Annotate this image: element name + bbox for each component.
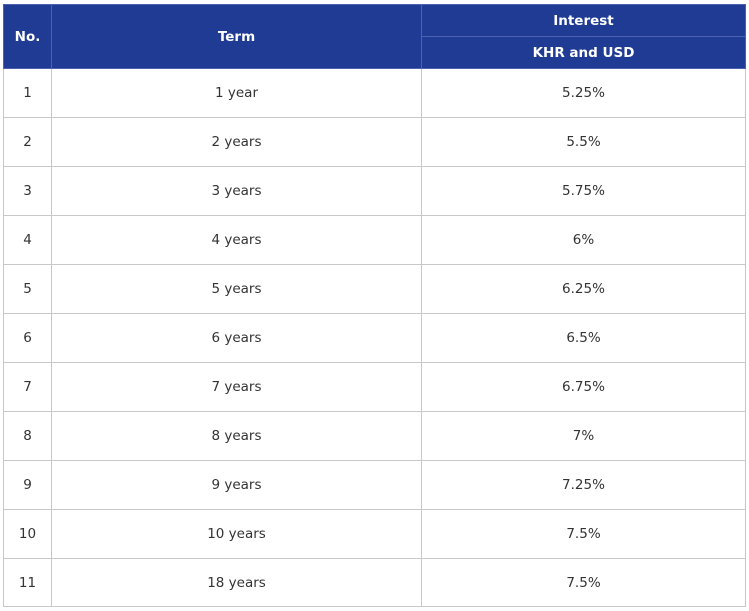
column-header-interest: Interest [421,4,746,37]
cell-rate: 6.25% [421,264,746,314]
column-header-term: Term [51,4,422,69]
column-header-no: No. [3,4,52,69]
cell-rate: 6.75% [421,362,746,412]
cell-no: 8 [3,411,52,461]
cell-no: 10 [3,509,52,559]
cell-rate: 6% [421,215,746,265]
cell-no: 3 [3,166,52,216]
table-row: 10 10 years 7.5% [3,509,746,559]
cell-no: 7 [3,362,52,412]
cell-term: 9 years [51,460,422,510]
cell-no: 11 [3,558,52,607]
cell-no: 1 [3,68,52,118]
cell-rate: 5.75% [421,166,746,216]
cell-no: 5 [3,264,52,314]
column-subheader-currency: KHR and USD [421,36,746,69]
table-row: 11 18 years 7.5% [3,558,746,607]
table-row: 2 2 years 5.5% [3,117,746,167]
cell-term: 18 years [51,558,422,607]
cell-rate: 7.5% [421,558,746,607]
cell-term: 5 years [51,264,422,314]
table-row: 5 5 years 6.25% [3,264,746,314]
cell-no: 4 [3,215,52,265]
cell-no: 9 [3,460,52,510]
table-row: 4 4 years 6% [3,215,746,265]
cell-term: 7 years [51,362,422,412]
cell-rate: 5.5% [421,117,746,167]
table-row: 9 9 years 7.25% [3,460,746,510]
table-row: 6 6 years 6.5% [3,313,746,363]
cell-rate: 7.5% [421,509,746,559]
table-row: 8 8 years 7% [3,411,746,461]
table-body: 1 1 year 5.25% 2 2 years 5.5% 3 3 years … [3,68,746,607]
interest-rate-table-container: No. Term Interest KHR and USD 1 1 year 5… [3,4,746,607]
cell-term: 10 years [51,509,422,559]
cell-term: 6 years [51,313,422,363]
cell-term: 1 year [51,68,422,118]
cell-term: 4 years [51,215,422,265]
cell-rate: 6.5% [421,313,746,363]
table-row: 7 7 years 6.75% [3,362,746,412]
header-row-top: No. Term Interest [3,4,746,69]
table-header: No. Term Interest KHR and USD [3,4,746,69]
cell-rate: 5.25% [421,68,746,118]
table-row: 3 3 years 5.75% [3,166,746,216]
header-row-bottom: KHR and USD [4,36,746,69]
cell-term: 2 years [51,117,422,167]
cell-rate: 7% [421,411,746,461]
cell-rate: 7.25% [421,460,746,510]
cell-no: 6 [3,313,52,363]
interest-rate-table: No. Term Interest KHR and USD 1 1 year 5… [3,4,746,607]
cell-no: 2 [3,117,52,167]
cell-term: 3 years [51,166,422,216]
table-row: 1 1 year 5.25% [3,68,746,118]
cell-term: 8 years [51,411,422,461]
